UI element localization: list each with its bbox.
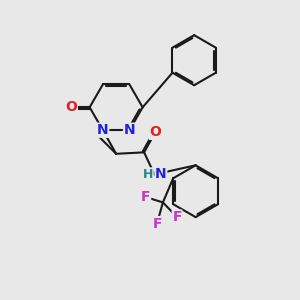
- Text: O: O: [65, 100, 77, 114]
- Text: H: H: [143, 168, 153, 181]
- Text: N: N: [155, 167, 167, 182]
- Text: O: O: [149, 125, 161, 139]
- Text: F: F: [152, 217, 162, 231]
- Text: N: N: [124, 123, 135, 137]
- Text: F: F: [141, 190, 151, 204]
- Text: F: F: [172, 210, 182, 224]
- Text: N: N: [97, 123, 109, 137]
